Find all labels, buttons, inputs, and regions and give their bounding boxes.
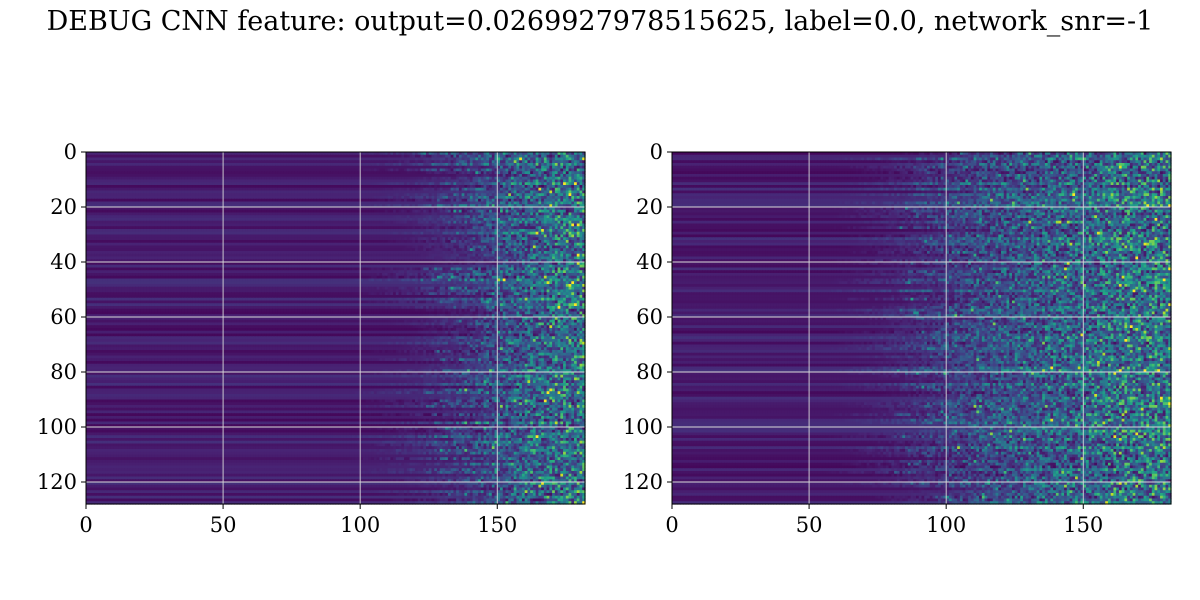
heatmap-cells xyxy=(86,152,586,505)
